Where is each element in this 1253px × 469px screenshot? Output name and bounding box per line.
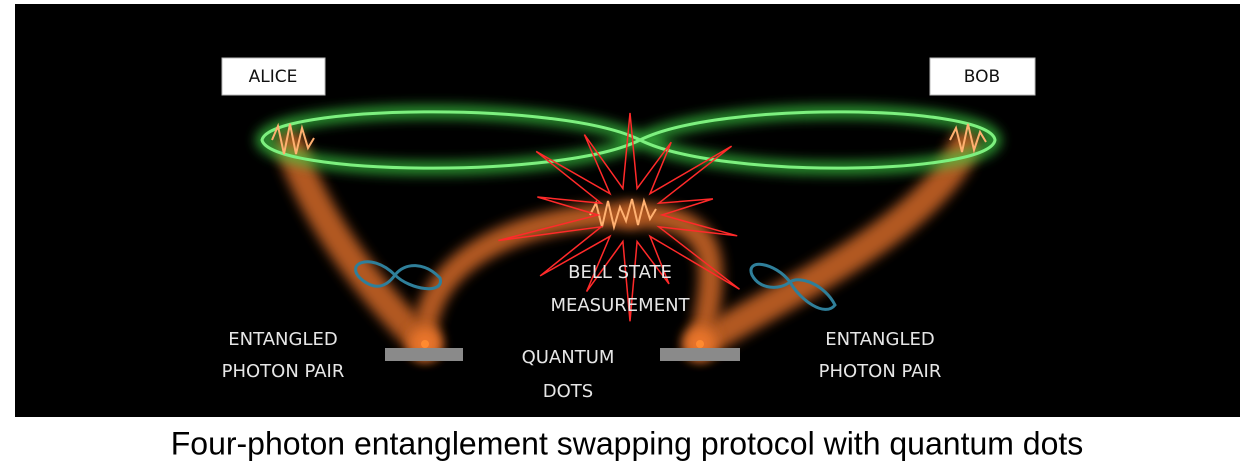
page: ALICE BOB BELL STATE MEASUREMENT ENTANGL… bbox=[0, 0, 1253, 469]
photon-pair-label: ENTANGLED bbox=[825, 329, 934, 350]
quantum-dots-label: QUANTUM bbox=[522, 347, 615, 368]
photon-pair-label: ENTANGLED bbox=[228, 329, 337, 350]
quantum-dots-label: DOTS bbox=[543, 381, 593, 402]
bell-state-label: MEASUREMENT bbox=[550, 295, 690, 316]
bob-label: BOB bbox=[964, 67, 1000, 87]
photon-pair-label: PHOTON PAIR bbox=[222, 361, 345, 382]
caption: Four-photon entanglement swapping protoc… bbox=[171, 425, 1084, 461]
photon-pair-label: PHOTON PAIR bbox=[819, 361, 942, 382]
bell-state-label: BELL STATE bbox=[568, 262, 672, 283]
figure: ALICE BOB BELL STATE MEASUREMENT ENTANGL… bbox=[0, 0, 1253, 469]
alice-label: ALICE bbox=[249, 67, 298, 87]
